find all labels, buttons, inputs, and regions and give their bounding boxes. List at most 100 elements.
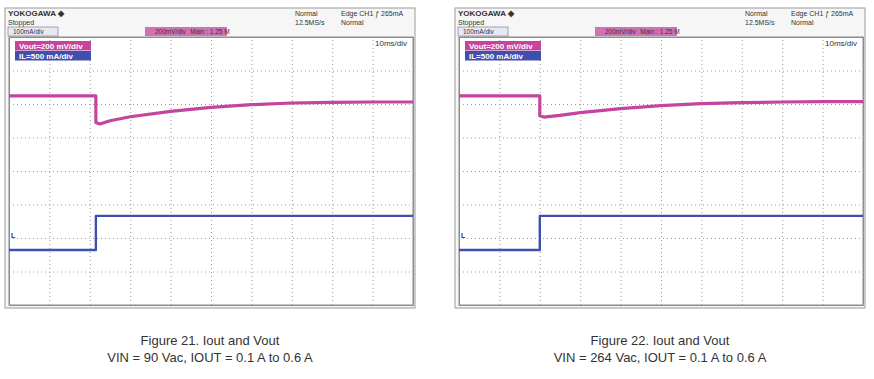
- legend-label: IL=500 mA/div: [19, 52, 74, 61]
- y-grid-line: [459, 37, 863, 38]
- scope-label: 10ms/div: [375, 39, 407, 48]
- x-axis: [10, 37, 414, 306]
- trace: [9, 216, 413, 250]
- y-tick: [9, 272, 413, 273]
- scope-label: Normal: [791, 19, 814, 26]
- y-tick: [9, 171, 413, 172]
- scope-screen: [455, 8, 865, 308]
- x-grid-line: [130, 37, 131, 305]
- trace: [9, 96, 413, 124]
- scope-label: L: [11, 232, 16, 239]
- legend-swatch: [15, 41, 91, 51]
- y-grid-line: [9, 71, 413, 72]
- plot-frame: [459, 37, 863, 305]
- y-tick: [9, 138, 413, 139]
- scope-label: 12.5MS/s: [745, 19, 775, 26]
- y-tick: [459, 171, 863, 172]
- plot-frame: [9, 37, 413, 305]
- scope-label: Stopped: [8, 19, 34, 27]
- x-tick: [621, 37, 622, 305]
- channel-box: [8, 27, 58, 36]
- y-grid-line: [9, 104, 413, 105]
- x-grid-line: [580, 37, 581, 305]
- figure: Vout=200 mV/divIL=500 mA/divYOKOGAWA ◆St…: [0, 0, 874, 379]
- scope-label: Normal: [295, 10, 318, 17]
- x-axis: [460, 37, 864, 306]
- x-tick: [580, 37, 581, 305]
- scope-label: 10ms/div: [825, 39, 857, 48]
- scope-label: Main : 1.25 M: [190, 28, 229, 35]
- legend-label: IL=500 mA/div: [469, 52, 524, 61]
- caption-subtitle: VIN = 90 Vac, IOUT = 0.1 A to 0.6 A: [107, 350, 313, 365]
- legend: Vout=200 mV/divIL=500 mA/div: [465, 41, 541, 61]
- y-tick: [459, 138, 863, 139]
- caption-subtitle: VIN = 264 Vac, IOUT = 0.1 A to 0.6 A: [554, 350, 767, 365]
- y-grid-line: [459, 71, 863, 72]
- x-tick: [171, 37, 172, 305]
- scope: Vout=200 mV/divIL=500 mA/div YOKOGAWA ◆St…: [5, 8, 415, 308]
- channel-box: [458, 27, 508, 36]
- scope-label: Normal: [341, 19, 364, 26]
- x-grid-line: [863, 37, 864, 305]
- y-grid-line: [459, 171, 863, 172]
- x-axis-line: [10, 37, 414, 306]
- scope-label: Edge CH1 ƒ 265mA: [341, 10, 404, 18]
- y-grid-line: [9, 138, 413, 139]
- trace: [459, 216, 863, 250]
- y-tick: [9, 104, 413, 105]
- y-grid-line: [459, 305, 863, 306]
- legend-label: Vout=200 mV/div: [19, 42, 83, 51]
- plot-area: Vout=200 mV/divIL=500 mA/div: [459, 37, 864, 306]
- y-grid-line: [9, 272, 413, 273]
- y-tick: [9, 37, 413, 38]
- legend-swatch: [465, 51, 541, 61]
- scope-label: 100mA/div: [463, 28, 494, 35]
- scope-label: 100mA/div: [13, 28, 44, 35]
- x-tick: [661, 37, 662, 305]
- x-grid-line: [742, 37, 743, 305]
- y-tick: [9, 238, 413, 239]
- scope-label: 200mV/div: [155, 28, 186, 35]
- x-grid-line: [621, 37, 622, 305]
- x-grid-line: [292, 37, 293, 305]
- legend-swatch: [15, 51, 91, 61]
- x-tick: [251, 37, 252, 305]
- x-tick: [701, 37, 702, 305]
- x-tick: [413, 37, 414, 305]
- caption-title: Figure 21. Iout and Vout: [141, 333, 280, 348]
- y-grid-line: [9, 205, 413, 206]
- scope-label: Main : 1.25 M: [640, 28, 679, 35]
- x-grid-line: [701, 37, 702, 305]
- x-grid-line: [211, 37, 212, 305]
- y-tick: [459, 238, 863, 239]
- scope-label: 200mV/div: [605, 28, 636, 35]
- scope-label: Normal: [745, 10, 768, 17]
- plot-area: Vout=200 mV/divIL=500 mA/div: [9, 37, 414, 306]
- x-tick: [863, 37, 864, 305]
- scope-label: Edge CH1 ƒ 265mA: [791, 10, 854, 18]
- y-grid-line: [459, 238, 863, 239]
- x-tick: [292, 37, 293, 305]
- scope-label: YOKOGAWA ◆: [8, 9, 65, 18]
- x-tick: [211, 37, 212, 305]
- y-axis-line: [10, 38, 414, 306]
- y-grid-line: [459, 205, 863, 206]
- x-grid-line: [251, 37, 252, 305]
- legend: Vout=200 mV/divIL=500 mA/div: [15, 41, 91, 61]
- legend-label: Vout=200 mV/div: [469, 42, 533, 51]
- trace: [459, 96, 863, 117]
- x-axis-line: [460, 37, 864, 306]
- y-tick: [459, 305, 863, 306]
- y-tick: [9, 205, 413, 206]
- scope: Vout=200 mV/divIL=500 mA/divYOKOGAWA ◆St…: [455, 8, 865, 308]
- y-tick: [459, 37, 863, 38]
- y-grid-line: [9, 305, 413, 306]
- y-axis: [459, 38, 863, 306]
- y-grid-line: [9, 37, 413, 38]
- y-tick: [459, 205, 863, 206]
- y-tick: [9, 71, 413, 72]
- y-axis-line: [460, 38, 864, 306]
- y-tick: [459, 272, 863, 273]
- legend-swatch: [465, 41, 541, 51]
- scope-label: 12.5MS/s: [295, 19, 325, 26]
